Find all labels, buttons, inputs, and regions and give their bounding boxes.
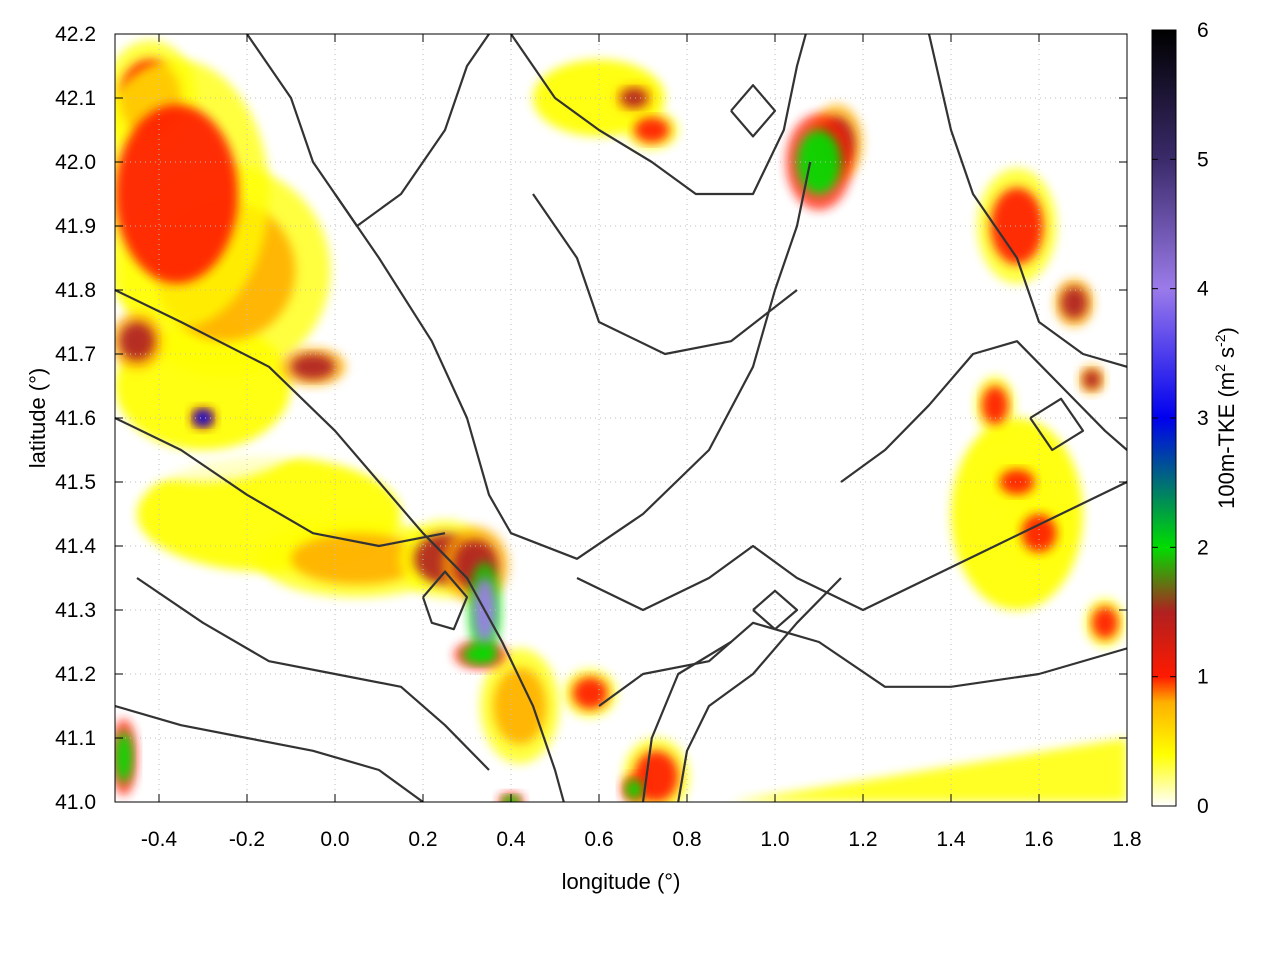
x-tick-label: 1.8 — [1112, 828, 1141, 851]
contour-line — [334, 161, 812, 560]
colorbar-tick-label: 0 — [1197, 795, 1209, 818]
contour-line — [246, 34, 490, 228]
y-axis-tick-labels: 41.0 41.1 41.2 41.3 41.4 41.5 41.6 41.7 41.8 41.9… — [55, 23, 96, 814]
colorbar-tick-label: 6 — [1197, 19, 1209, 42]
colorbar-label-base: 100m-TKE (m — [1214, 372, 1239, 509]
tke-cell — [621, 88, 648, 108]
contour-line — [576, 481, 1127, 612]
colorbar-tick-label: 4 — [1197, 278, 1209, 301]
y-tick-label: 41.5 — [55, 471, 96, 494]
y-axis-label: latitude (°) — [25, 368, 50, 469]
tke-cell — [990, 187, 1044, 265]
y-tick-label: 41.4 — [55, 535, 96, 558]
colorbar-label-sup2: -2 — [1212, 334, 1228, 347]
colorbar-tick-label: 3 — [1197, 407, 1209, 430]
y-tick-label: 41.0 — [55, 791, 96, 814]
tke-cell — [115, 731, 133, 783]
x-tick-label: 0.8 — [672, 828, 701, 851]
tke-cell — [115, 104, 239, 284]
x-tick-label: -0.4 — [141, 828, 178, 851]
contour-line — [115, 289, 565, 802]
grid-lines — [115, 34, 1127, 802]
axis-tick-marks — [115, 33, 1128, 803]
tke-cell — [119, 322, 155, 361]
tke-cell — [876, 290, 938, 354]
x-tick-label: -0.2 — [229, 828, 265, 851]
x-axis-label: longitude (°) — [562, 869, 681, 894]
y-tick-label: 41.3 — [55, 599, 96, 622]
tke-cell — [1083, 370, 1101, 390]
tke-cell — [797, 590, 841, 630]
y-tick-label: 41.1 — [55, 727, 96, 750]
tke-cell — [634, 117, 670, 143]
tke-cell — [533, 59, 665, 137]
x-tick-label: 1.4 — [936, 828, 966, 851]
y-tick-label: 41.6 — [55, 407, 96, 430]
colorbar-label-sup1: 2 — [1212, 364, 1228, 372]
tke-cell — [753, 46, 973, 124]
colorbar-label-end: ) — [1214, 327, 1239, 334]
tke-cell — [1091, 606, 1119, 639]
tke-cell — [493, 667, 547, 745]
contour-line — [115, 417, 446, 548]
y-tick-label: 41.7 — [55, 343, 96, 366]
contour-line — [730, 84, 777, 138]
contour-line — [677, 577, 842, 802]
tke-cell — [1021, 514, 1057, 553]
x-tick-label: 0.0 — [320, 828, 349, 851]
tke-cell — [625, 779, 643, 799]
coastal-tke-band — [731, 738, 1127, 802]
tke-cell — [519, 475, 591, 553]
colorbar-tick-label: 2 — [1197, 536, 1209, 559]
y-tick-label: 41.9 — [55, 215, 96, 238]
colorbar-label-mid: s — [1214, 347, 1239, 364]
x-tick-label: 0.4 — [496, 828, 526, 851]
colorbar-tick-label: 1 — [1197, 666, 1209, 689]
tke-cell — [797, 130, 841, 194]
contour-line — [136, 577, 490, 771]
tke-cell — [999, 469, 1035, 495]
tke-cell — [981, 386, 1009, 425]
colorbar-tick-label: 5 — [1197, 148, 1209, 171]
colorbar-label: 100m-TKE (m2 s-2) — [1212, 327, 1239, 509]
y-tick-label: 42.1 — [55, 87, 96, 110]
contour-line — [641, 641, 732, 802]
y-tick-label: 42.0 — [55, 151, 96, 174]
x-tick-label: 1.0 — [760, 828, 789, 851]
contour-line — [532, 193, 798, 356]
colorbar-tick-labels: 0 1 2 3 4 5 6 — [1152, 19, 1209, 818]
contour-line — [510, 34, 807, 196]
orography-contours — [115, 34, 1127, 802]
x-tick-label: 1.6 — [1024, 828, 1053, 851]
x-tick-label: 1.2 — [848, 828, 877, 851]
y-tick-label: 41.8 — [55, 279, 96, 302]
contour-line — [752, 589, 799, 631]
contour-line — [421, 570, 469, 631]
tke-cell — [1061, 286, 1088, 319]
y-tick-label: 41.2 — [55, 663, 96, 686]
tke-cell — [194, 410, 212, 426]
contour-line — [598, 621, 1127, 707]
contour-line — [1029, 397, 1085, 452]
x-tick-label: 0.2 — [408, 828, 437, 851]
tke-cell — [291, 354, 335, 380]
x-tick-label: 0.6 — [584, 828, 613, 851]
y-tick-label: 42.2 — [55, 23, 96, 46]
contour-line — [115, 704, 424, 802]
tke-cell — [572, 677, 608, 710]
contour-line — [927, 34, 1127, 368]
tke-cell — [951, 418, 1083, 610]
x-axis-tick-labels: -0.4 -0.2 0.0 0.2 0.4 0.6 0.8 1.0 1.2 1.4 1.6 1.8 — [141, 828, 1142, 851]
contour-line — [840, 340, 1127, 483]
